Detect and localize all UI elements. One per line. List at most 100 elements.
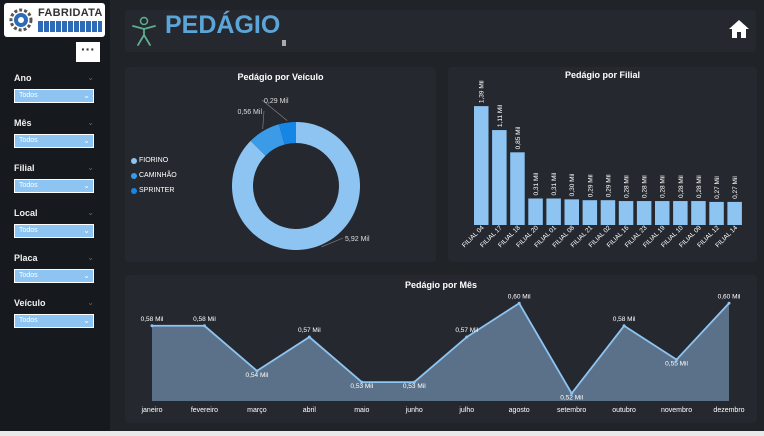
bar[interactable] (727, 201, 742, 225)
bar[interactable] (655, 201, 670, 225)
bar[interactable] (510, 152, 525, 225)
filter-label: Local (14, 208, 38, 218)
chevron-down-icon[interactable]: ⌄ (87, 253, 94, 262)
bar[interactable] (618, 201, 634, 225)
data-label: 0,28 Mil (642, 175, 649, 198)
data-point[interactable] (570, 391, 574, 395)
data-point[interactable] (360, 380, 364, 384)
filter-label: Mês (14, 118, 32, 128)
filter-mes-dropdown[interactable]: Todos ⌄ (14, 134, 94, 148)
data-label: 0,58 Mil (613, 316, 636, 323)
filter-mes: Mês ⌄ Todos ⌄ (14, 118, 94, 148)
data-label: 0,60 Mil (508, 293, 531, 300)
legend-item[interactable]: CAMINHÃO (131, 168, 177, 183)
data-label: 1,11 Mil (497, 104, 504, 127)
bar[interactable] (636, 201, 652, 225)
category-label: janeiro (140, 407, 162, 414)
filter-local-dropdown[interactable]: Todos ⌄ (14, 224, 94, 238)
chevron-down-icon[interactable]: ⌄ (87, 208, 94, 217)
donut-slice[interactable] (232, 122, 360, 250)
home-icon[interactable] (728, 18, 750, 40)
month-chart-title: Pedágio por Mês (404, 280, 477, 290)
filter-value: Todos (19, 317, 38, 324)
filter-value: Todos (19, 182, 38, 189)
legend-label: FIORINO (139, 157, 169, 164)
bar[interactable] (528, 198, 543, 225)
data-point[interactable] (307, 335, 311, 339)
data-label: 0,29 Mil (605, 174, 612, 197)
filter-label: Filial (14, 163, 35, 173)
category-label: junho (405, 407, 423, 414)
donut-slice[interactable] (250, 124, 285, 156)
logo-grid (38, 21, 102, 32)
data-point[interactable] (150, 324, 154, 328)
data-label: 0,58 Mil (141, 316, 164, 323)
category-label: outubro (612, 407, 636, 414)
category-label: abril (303, 407, 317, 414)
bar[interactable] (492, 130, 507, 225)
filter-value: Todos (19, 92, 38, 99)
legend-item[interactable]: SPRINTER (131, 183, 177, 198)
filter-veiculo-dropdown[interactable]: Todos ⌄ (14, 314, 94, 328)
bar[interactable] (474, 106, 489, 225)
bar[interactable] (691, 201, 706, 225)
data-label: 0,53 Mil (350, 383, 373, 390)
bar[interactable] (673, 201, 688, 225)
filter-value: Todos (19, 227, 38, 234)
data-point[interactable] (465, 335, 469, 339)
bar[interactable] (582, 200, 598, 225)
data-label: 0,55 Mil (665, 361, 688, 368)
more-options-button[interactable]: ··· (76, 42, 100, 62)
filter-filial-dropdown[interactable]: Todos ⌄ (14, 179, 94, 193)
data-point[interactable] (255, 369, 259, 373)
branch-card: Pedágio por Filial 1,39 Mil FILIAL 04 1,11… (448, 67, 757, 262)
page-title: PEDÁGIO (165, 11, 281, 39)
bar[interactable] (564, 199, 580, 225)
category-label: agosto (509, 407, 530, 414)
legend-marker (131, 172, 137, 179)
leader-line (262, 110, 265, 130)
chevron-down-icon[interactable]: ⌄ (87, 298, 94, 307)
data-label: 5,92 Mil (345, 236, 370, 243)
chevron-down-icon: ⌄ (83, 91, 90, 100)
chevron-down-icon[interactable]: ⌄ (87, 73, 94, 82)
data-label: 0,57 Mil (455, 327, 478, 334)
legend-marker (131, 157, 137, 164)
leader-line (321, 237, 344, 248)
cursor-marker (282, 40, 286, 46)
filter-placa-dropdown[interactable]: Todos ⌄ (14, 269, 94, 283)
legend-item[interactable]: FIORINO (131, 153, 177, 168)
data-label: 0,57 Mil (298, 327, 321, 334)
data-point[interactable] (412, 380, 416, 384)
data-label: 0,28 Mil (624, 175, 631, 198)
filter-ano: Ano ⌄ Todos ⌄ (14, 73, 94, 103)
category-label: março (247, 407, 267, 414)
chevron-down-icon: ⌄ (83, 181, 90, 190)
bar[interactable] (546, 198, 561, 225)
bar[interactable] (709, 201, 724, 225)
data-label: 0,27 Mil (714, 176, 721, 199)
leader-line (261, 99, 288, 121)
data-point[interactable] (622, 324, 626, 328)
filter-label: Veículo (14, 298, 46, 308)
page-header: PEDÁGIO (125, 10, 756, 52)
category-label: fevereiro (191, 407, 218, 414)
data-point[interactable] (202, 324, 206, 328)
data-label: 0,31 Mil (533, 172, 540, 195)
bar[interactable] (600, 200, 616, 225)
chevron-down-icon[interactable]: ⌄ (87, 118, 94, 127)
data-label: 0,54 Mil (246, 372, 269, 379)
chevron-down-icon: ⌄ (83, 271, 90, 280)
data-label: 0,58 Mil (193, 316, 216, 323)
donut-slice[interactable] (278, 122, 296, 145)
category-label: novembro (661, 407, 692, 414)
data-point[interactable] (675, 358, 679, 362)
chevron-down-icon: ⌄ (83, 226, 90, 235)
chevron-down-icon[interactable]: ⌄ (87, 163, 94, 172)
data-point[interactable] (517, 301, 521, 305)
data-label: 0,56 Mil (237, 109, 262, 116)
filter-ano-dropdown[interactable]: Todos ⌄ (14, 89, 94, 103)
data-point[interactable] (727, 301, 731, 305)
